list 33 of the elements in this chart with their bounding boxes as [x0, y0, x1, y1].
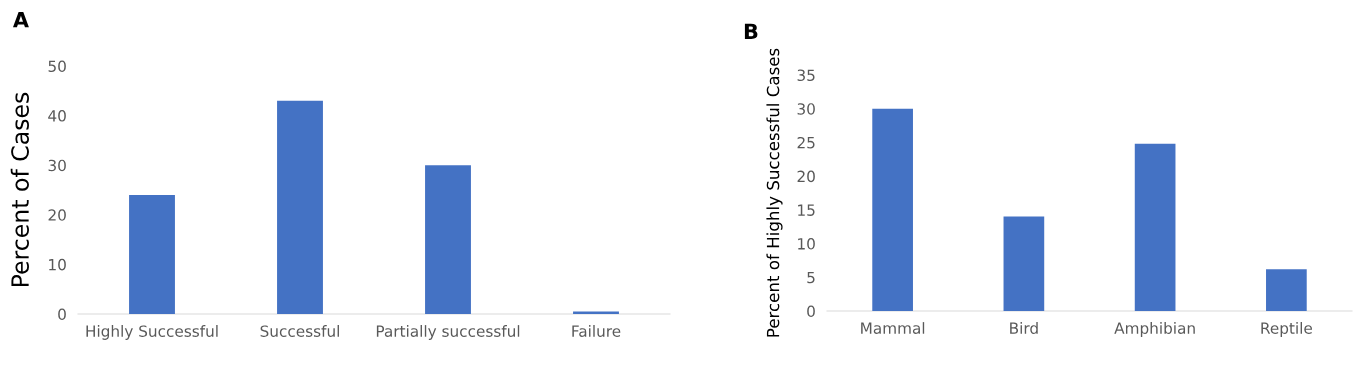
bar — [129, 194, 175, 314]
bar — [872, 108, 913, 311]
y-tick-label: 40 — [48, 110, 66, 122]
bar — [425, 165, 471, 314]
x-tick-label: Failure — [572, 325, 621, 337]
y-tick-label: 15 — [798, 204, 815, 216]
x-tick-label: Successful — [260, 325, 339, 337]
y-tick-label: 35 — [797, 69, 815, 82]
x-tick-label: Bird — [1010, 322, 1038, 334]
y-tick-label: 25 — [797, 136, 815, 149]
y-tick-label: 30 — [48, 159, 66, 172]
y-tick-label: 30 — [797, 103, 815, 115]
x-tick-label: Reptile — [1261, 322, 1313, 337]
bar — [277, 100, 323, 314]
x-tick-label: Partially successful — [376, 325, 520, 340]
y-tick-label: 5 — [807, 271, 815, 284]
y-tick-label: 10 — [798, 238, 815, 250]
y-tick-label: 0 — [807, 305, 815, 318]
y-axis-title: Percent of Cases — [10, 92, 29, 287]
bar — [1266, 269, 1307, 311]
chart-title: B — [744, 23, 758, 39]
x-tick-label: Amphibian — [1114, 322, 1195, 337]
x-tick-label: Highly Successful — [86, 325, 218, 340]
y-tick-label: 0 — [58, 308, 66, 321]
bar — [1134, 143, 1176, 311]
bar — [1003, 216, 1045, 311]
chart-title: A — [12, 12, 29, 28]
y-axis-title: Percent of Highly Successful Cases — [766, 48, 783, 337]
y-tick-label: 20 — [48, 209, 66, 221]
y-tick-label: 50 — [48, 60, 66, 73]
y-tick-label: 10 — [49, 258, 66, 271]
x-tick-label: Mammal — [861, 322, 925, 334]
y-tick-label: 20 — [797, 170, 815, 183]
